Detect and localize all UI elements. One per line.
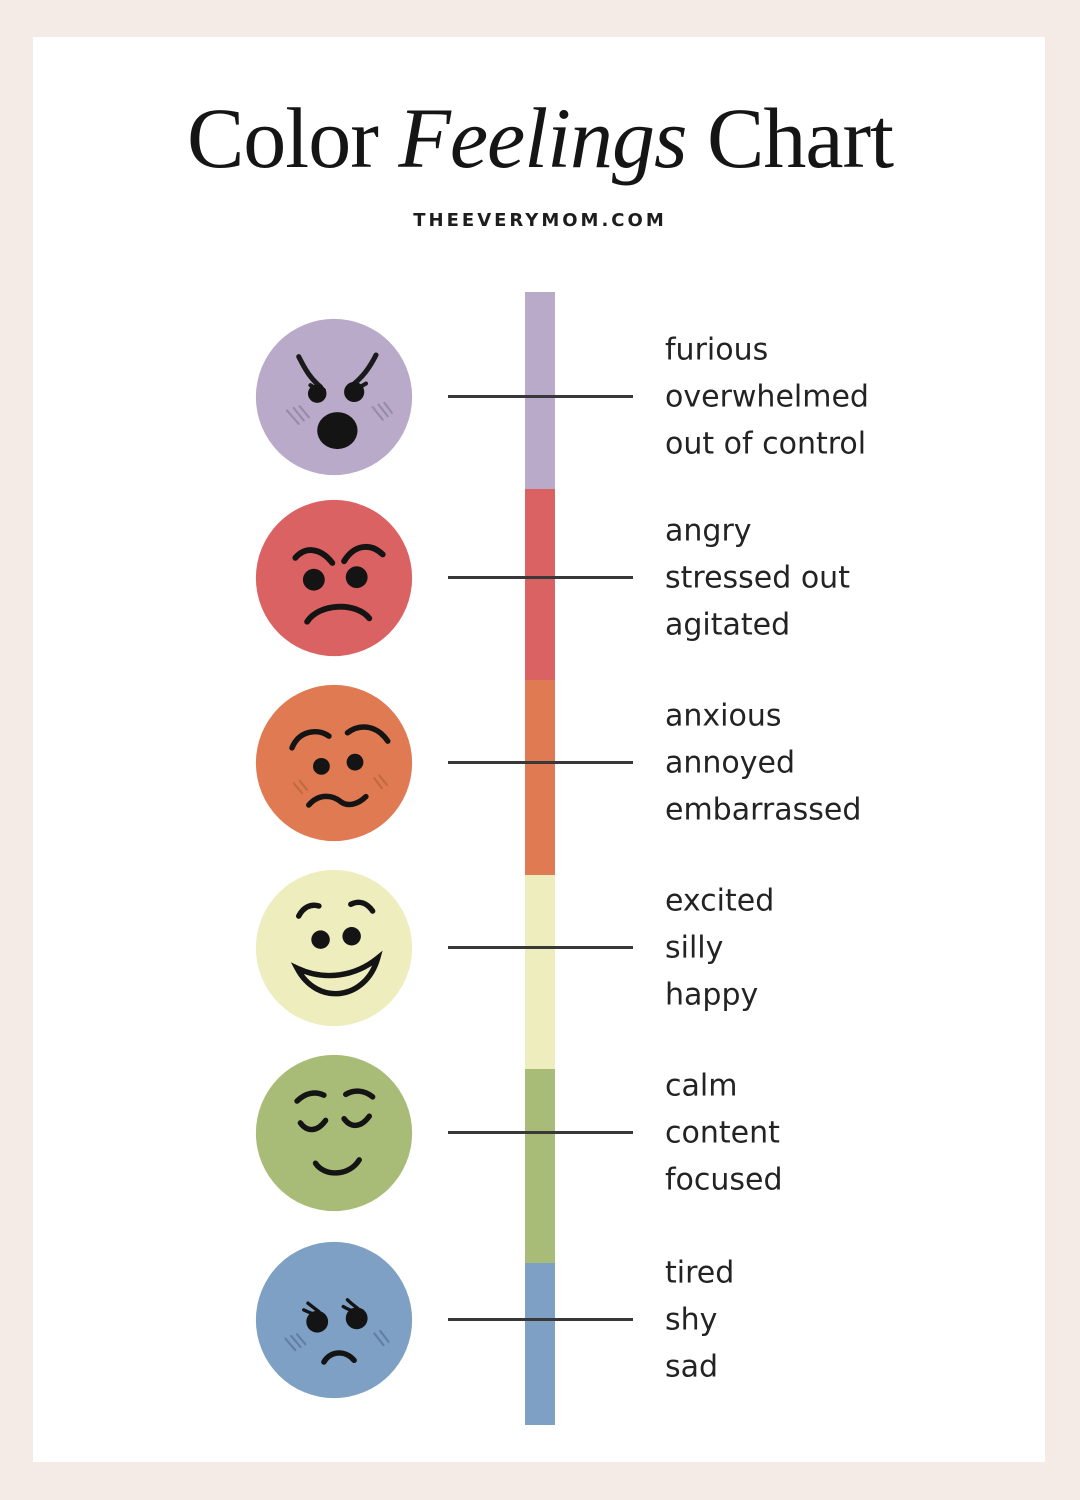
connector-line <box>448 761 633 764</box>
tired-face-icon <box>255 1241 413 1399</box>
bar-segment-excited <box>525 875 555 1069</box>
feeling-word: calm <box>665 1068 738 1104</box>
anxious-face-icon <box>255 684 413 842</box>
feeling-word: angry <box>665 513 752 549</box>
connector-line <box>448 576 633 579</box>
connector-line <box>448 1131 633 1134</box>
bar-segment-tired <box>525 1263 555 1425</box>
feeling-word: happy <box>665 977 759 1013</box>
feeling-row-furious: furious overwhelmed out of control <box>0 305 1080 489</box>
connector-line <box>448 395 633 398</box>
feeling-row-calm: calm content focused <box>0 1041 1080 1225</box>
feeling-words: excited silly happy <box>665 878 774 1019</box>
feeling-word: overwhelmed <box>665 379 869 415</box>
feeling-word: silly <box>665 930 724 966</box>
feeling-word: embarrassed <box>665 792 862 828</box>
bar-segment-calm <box>525 1069 555 1263</box>
feeling-row-excited: excited silly happy <box>0 856 1080 1040</box>
feeling-word: annoyed <box>665 745 796 781</box>
feeling-row-tired: tired shy sad <box>0 1228 1080 1412</box>
feeling-word: content <box>665 1115 780 1151</box>
feeling-word: sad <box>665 1349 719 1385</box>
feeling-words: anxious annoyed embarrassed <box>665 693 861 834</box>
feeling-word: furious <box>665 332 769 368</box>
feeling-row-anxious: anxious annoyed embarrassed <box>0 671 1080 855</box>
bar-segment-furious <box>525 292 555 489</box>
feeling-word: stressed out <box>665 560 850 596</box>
title-word-feelings: Feelings <box>398 90 687 186</box>
website-label: THEEVERYMOM.COM <box>413 210 667 231</box>
feeling-word: agitated <box>665 607 791 643</box>
feeling-word: out of control <box>665 426 867 462</box>
feeling-word: shy <box>665 1302 718 1338</box>
angry-face-icon <box>255 499 413 657</box>
feeling-words: angry stressed out agitated <box>665 508 850 649</box>
feeling-words: calm content focused <box>665 1063 783 1204</box>
furious-face-icon <box>255 318 413 476</box>
connector-line <box>448 1318 633 1321</box>
color-scale-bar <box>525 292 555 1425</box>
feeling-word: tired <box>665 1255 735 1291</box>
title-word-chart: Chart <box>706 90 894 186</box>
feeling-word: excited <box>665 883 775 919</box>
feeling-words: tired shy sad <box>665 1250 734 1391</box>
page-title: Color Feelings Chart <box>0 88 1080 188</box>
title-word-color: Color <box>186 90 379 186</box>
connector-line <box>448 946 633 949</box>
feeling-word: focused <box>665 1162 783 1198</box>
feeling-word: anxious <box>665 698 782 734</box>
calm-face-icon <box>255 1054 413 1212</box>
bar-segment-angry <box>525 489 555 680</box>
feeling-words: furious overwhelmed out of control <box>665 327 869 468</box>
bar-segment-anxious <box>525 680 555 875</box>
feeling-row-angry: angry stressed out agitated <box>0 486 1080 670</box>
excited-face-icon <box>255 869 413 1027</box>
